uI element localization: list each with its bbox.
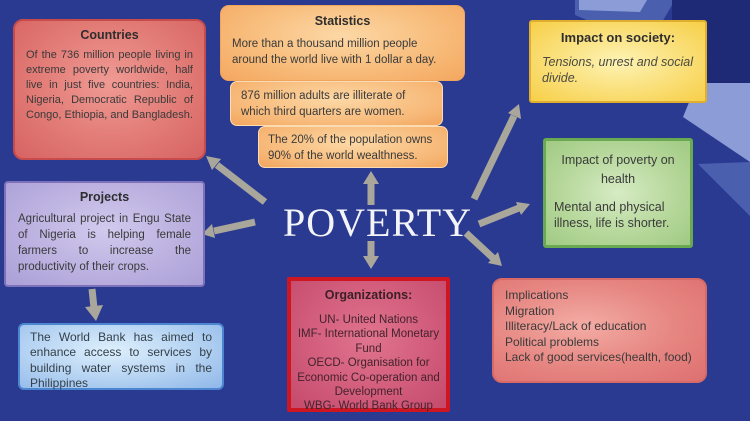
statistics-title: Statistics bbox=[314, 14, 371, 28]
bg-triangle-mediumblue-right bbox=[698, 162, 750, 216]
countries-box: Countries Of the 736 million people livi… bbox=[13, 19, 206, 160]
organization-item: UN- United Nations bbox=[318, 314, 419, 326]
countries-title: Countries bbox=[80, 28, 139, 42]
impact-society-title: Impact on society: bbox=[560, 30, 676, 45]
organizations-title: Organizations: bbox=[324, 288, 413, 302]
projects-box: Projects Agricultural project in Engu St… bbox=[4, 181, 205, 287]
statistics-illiteracy-box: 876 million adults are illiterate of whi… bbox=[230, 81, 443, 126]
arrow-right-icon bbox=[477, 204, 521, 228]
central-title: POVERTY bbox=[283, 200, 473, 245]
statistics-wealth-box: The 20% of the population owns 90% of th… bbox=[258, 126, 448, 168]
world-bank-box: The World Bank has aimed to enhance acce… bbox=[18, 323, 224, 390]
arrow-left-icon bbox=[213, 218, 256, 235]
organization-item: IMF- International Monetary Fund bbox=[297, 328, 440, 355]
countries-body: Of the 736 million people living in extr… bbox=[26, 49, 193, 122]
organizations-box: Organizations: UN- United Nations IMF- I… bbox=[287, 277, 450, 412]
organization-item: WBG- World Bank Group bbox=[304, 400, 433, 413]
implication-item: Migration bbox=[505, 303, 555, 318]
projects-title: Projects bbox=[79, 190, 130, 204]
health-body: Mental and physical illness, life is sho… bbox=[554, 199, 670, 230]
implication-item: Implications bbox=[505, 288, 569, 302]
implication-item: Illiteracy/Lack of education bbox=[505, 319, 647, 334]
arrow-projects-down-icon bbox=[88, 288, 98, 309]
statistics-main-text: More than a thousand million people arou… bbox=[232, 38, 437, 67]
implication-item: Lack of good services(health, food) bbox=[505, 350, 692, 365]
organization-item: OECD- Organisation for Economic Co-opera… bbox=[297, 357, 440, 398]
implication-item: Political problems bbox=[505, 334, 600, 349]
arrow-upper-right-icon bbox=[470, 114, 518, 201]
arrow-upper-left-icon bbox=[214, 162, 268, 205]
statistics-box: Statistics More than a thousand million … bbox=[220, 5, 465, 81]
health-box: Impact of poverty on health Mental and p… bbox=[543, 138, 693, 248]
bg-strip-periwinkle-top bbox=[579, 0, 647, 12]
impact-society-body: Tensions, unrest and social divide. bbox=[542, 55, 694, 86]
health-title: Impact of poverty on health bbox=[561, 153, 675, 186]
implications-box: Implications Migration Illiteracy/Lack o… bbox=[492, 278, 707, 383]
projects-body: Agricultural project in Engu State of Ni… bbox=[18, 213, 191, 273]
impact-society-box: Impact on society: Tensions, unrest and … bbox=[529, 20, 707, 103]
